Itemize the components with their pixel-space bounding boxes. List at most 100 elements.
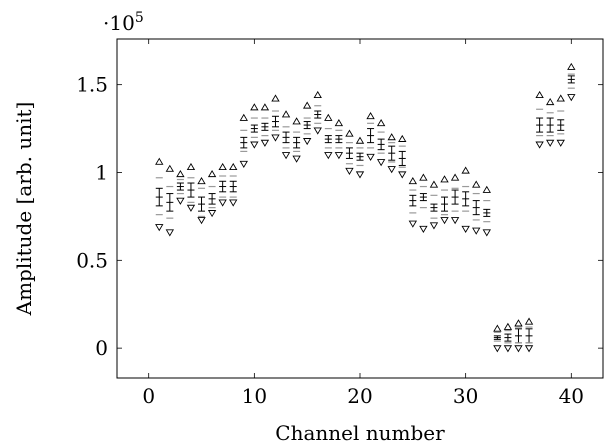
max-marker (493, 324, 502, 332)
min-marker (408, 220, 418, 228)
max-marker (186, 162, 196, 171)
data-point (229, 162, 238, 207)
data-point (524, 317, 534, 353)
data-point (535, 90, 544, 149)
min-marker (302, 138, 312, 146)
data-point (567, 62, 576, 102)
max-marker (292, 117, 301, 125)
max-marker (155, 157, 164, 165)
plot-frame (116, 38, 604, 379)
data-point (387, 133, 396, 174)
min-marker (567, 94, 576, 102)
data-point (545, 97, 555, 147)
max-marker (429, 180, 439, 188)
data-point (165, 164, 175, 237)
min-marker (524, 345, 534, 353)
min-marker (419, 225, 428, 233)
min-marker (313, 127, 322, 135)
data-point (260, 103, 270, 147)
x-tick-label: 0 (142, 384, 155, 408)
max-marker (535, 90, 544, 99)
x-tick-label: 20 (347, 384, 372, 408)
min-marker (281, 152, 291, 160)
data-point (503, 322, 513, 353)
max-marker (387, 133, 396, 141)
min-marker (366, 153, 375, 161)
min-marker (207, 210, 217, 218)
max-marker (260, 103, 270, 111)
min-marker (376, 159, 386, 167)
data-point (482, 185, 491, 237)
min-marker (229, 199, 238, 207)
max-marker (556, 94, 565, 102)
min-marker (334, 152, 344, 160)
max-marker (524, 317, 534, 325)
max-marker (472, 180, 481, 188)
x-tick-label: 40 (559, 384, 584, 408)
min-marker (324, 152, 333, 160)
max-marker (450, 173, 460, 181)
max-marker (567, 62, 576, 70)
data-point (324, 113, 333, 160)
data-point (556, 94, 565, 147)
min-marker (461, 225, 470, 233)
data-point (450, 173, 460, 225)
min-marker (260, 139, 270, 147)
max-marker (165, 164, 175, 172)
max-marker (355, 136, 365, 144)
axis-ticks (117, 39, 603, 378)
max-marker (419, 173, 428, 181)
y-tick-label: 0.5 (76, 248, 108, 272)
y-tick-label: 1 (95, 160, 108, 184)
min-marker (440, 217, 449, 225)
max-marker (313, 90, 322, 99)
y-tick-label: 0 (95, 336, 108, 360)
max-marker (398, 134, 407, 142)
data-point (514, 319, 523, 353)
min-marker (355, 171, 365, 179)
data-point (440, 175, 449, 225)
min-marker (429, 222, 439, 230)
max-marker (250, 103, 259, 111)
min-marker (197, 217, 206, 225)
max-marker (345, 129, 354, 137)
max-marker (514, 319, 523, 327)
max-marker (334, 119, 344, 127)
max-marker (503, 322, 513, 330)
min-marker (387, 166, 396, 174)
data-point (366, 111, 375, 161)
max-marker (176, 169, 185, 178)
data-point (313, 90, 322, 135)
data-point (461, 166, 470, 233)
y-tick-label: 1.5 (76, 73, 108, 97)
min-marker (493, 345, 502, 353)
min-marker (514, 345, 523, 353)
max-marker (376, 119, 386, 127)
x-axis-label: Channel number (275, 421, 445, 445)
data-point (376, 119, 386, 167)
data-point (493, 324, 502, 353)
min-marker (186, 204, 196, 212)
data-point (218, 162, 227, 207)
min-marker (398, 171, 407, 179)
data-point (271, 94, 280, 142)
data-point (239, 113, 248, 168)
max-marker (324, 113, 333, 121)
max-marker (461, 166, 470, 174)
data-point (155, 157, 164, 232)
data-point (408, 176, 418, 228)
min-marker (450, 217, 460, 225)
data-point (292, 117, 301, 163)
min-marker (239, 160, 248, 168)
min-marker (155, 224, 164, 232)
min-marker (165, 229, 175, 237)
min-marker (176, 197, 185, 205)
data-point (281, 110, 291, 160)
data-point (302, 101, 312, 146)
data-point (472, 180, 481, 235)
min-marker (250, 141, 259, 149)
max-marker (229, 162, 238, 171)
data-point (345, 129, 354, 176)
max-marker (408, 176, 418, 185)
y-scale-factor: ·105 (103, 10, 144, 35)
